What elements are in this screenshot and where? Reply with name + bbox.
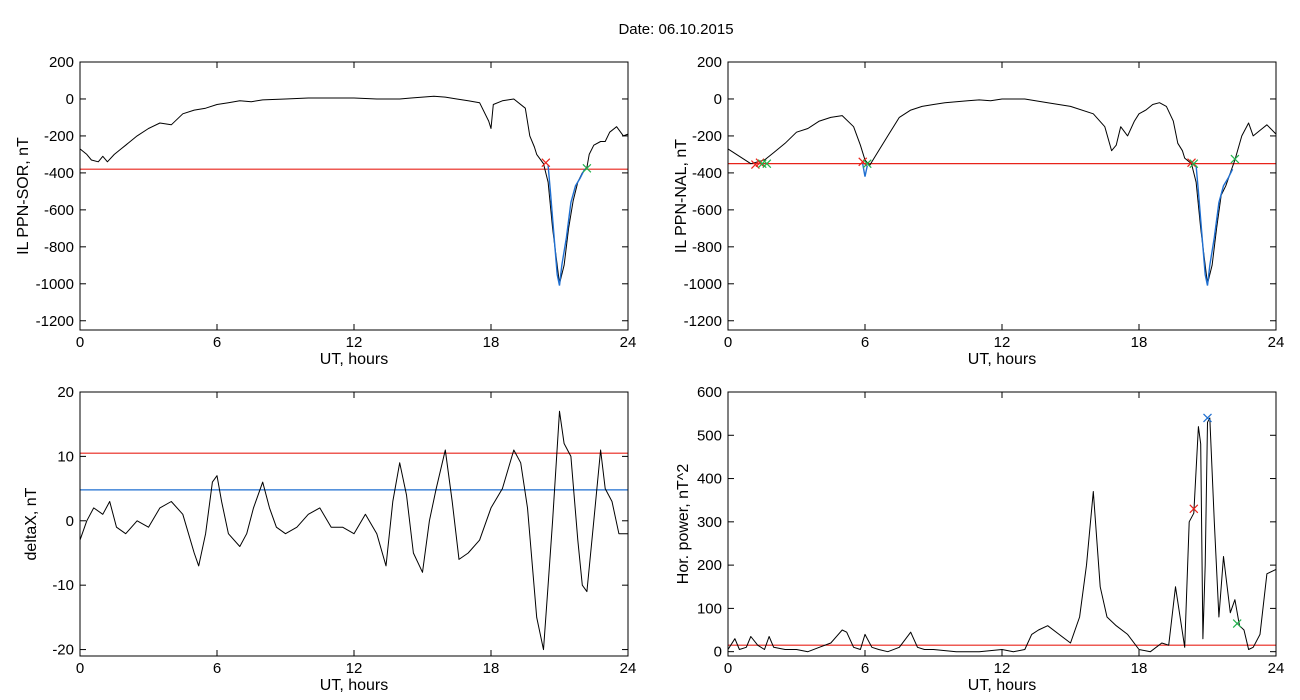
plot-frame [727,61,1277,331]
x-tick-label: 6 [213,334,221,351]
y-axis-title: IL PPN-NAL, nT [673,139,690,253]
y-tick-label: -10 [52,577,74,594]
y-tick-label: 200 [697,557,722,574]
x-tick-label: 6 [861,660,869,677]
plot-frame [79,61,629,331]
x-tick-label: 6 [861,334,869,351]
x-tick-label: 18 [483,334,500,351]
plot-frame [727,391,1277,657]
marker-stroke [1189,159,1199,169]
marker-stroke [862,159,872,169]
marker-x [1187,158,1196,168]
y-tick-label: 0 [66,91,74,108]
x-tick-label: 12 [994,660,1011,677]
x-tick-label: 0 [76,660,84,677]
series-line [727,417,1277,653]
y-tick-label: -800 [692,239,722,256]
x-tick-label: 24 [620,660,637,677]
x-tick-label: 12 [994,334,1011,351]
marker-stroke [750,160,760,170]
y-tick-label: -20 [52,642,74,659]
marker-stroke [541,158,551,168]
y-tick-label: 0 [714,91,722,108]
y-axis-title: Hor. power, nT^2 [675,464,692,585]
y-tick-label: 0 [66,513,74,530]
y-tick-label: -400 [44,165,74,182]
x-tick-label: 12 [346,660,363,677]
marker-x [541,158,551,168]
marker-x [1203,413,1212,423]
y-tick-label: 0 [714,644,722,661]
marker-stroke [1189,504,1199,514]
x-tick-label: 12 [346,334,363,351]
marker-x [582,163,592,173]
marker-stroke [1187,158,1196,168]
x-axis-title: UT, hours [968,351,1036,368]
x-tick-label: 0 [76,334,84,351]
marker-stroke [858,157,868,167]
x-tick-label: 0 [724,660,732,677]
y-axis-title: IL PPN-SOR, nT [15,137,32,255]
x-tick-label: 18 [483,660,500,677]
series-line [1195,165,1234,286]
x-axis-title: UT, hours [320,351,388,368]
plot-panels: 0 6 12 18 242000-200-400-600-800-1000-1200UT… [15,54,1284,694]
marker-x [762,159,772,169]
x-tick-label: 18 [1131,334,1148,351]
marker-x [1232,619,1242,628]
figure-title: Date: 06.10.2015 [618,21,733,38]
y-tick-label: -200 [692,128,722,145]
y-tick-label: -1000 [36,276,74,293]
panel-p4: 0 6 12 18 24 600 500 400 300 200 100 0 UT, hours Hor.… [675,384,1284,694]
y-tick-label: -200 [44,128,74,145]
marker-stroke [762,159,772,169]
panel-p1: 0 6 12 18 24 200 0 -200 -400 -600 -800 -1000 -1200 UT… [15,54,636,368]
y-tick-label: 600 [697,384,722,401]
y-tick-label: -1200 [36,313,74,330]
x-axis-title: UT, hours [320,677,388,694]
y-tick-label: 500 [697,427,722,444]
x-tick-label: 0 [724,334,732,351]
y-tick-label: -400 [692,165,722,182]
marker-x [1189,504,1199,514]
y-tick-label: -800 [44,239,74,256]
y-tick-label: -600 [692,202,722,219]
series-line [79,410,628,651]
y-tick-label: 200 [49,54,74,71]
panel-p3: 0 6 12 18 24 20 10 0 -10 -20 UT, hours deltaX, nT [23,384,636,694]
y-tick-label: 200 [697,54,722,71]
series-line [547,165,586,286]
panel-p2: 0 6 12 18 24 200 0 -200 -400 -600 -800 -1000 -1200 UT… [673,54,1284,368]
y-tick-label: 300 [697,514,722,531]
y-axis-title: deltaX, nT [23,487,40,560]
y-tick-label: -600 [44,202,74,219]
x-tick-label: 6 [213,660,221,677]
marker-stroke [582,163,592,173]
marker-stroke [1230,154,1240,164]
x-tick-label: 24 [1268,334,1285,351]
marker-x [1189,159,1199,169]
marker-x [858,157,868,167]
y-tick-label: -1200 [684,313,722,330]
x-axis-title: UT, hours [968,677,1036,694]
series-line [727,98,1277,285]
x-tick-label: 18 [1131,660,1148,677]
marker-stroke [1203,413,1212,423]
series-line [862,163,868,177]
y-tick-label: 100 [697,600,722,617]
marker-x [1230,154,1240,164]
x-tick-label: 24 [1268,660,1285,677]
marker-stroke [1232,619,1242,628]
y-tick-label: 10 [57,448,74,465]
x-tick-label: 24 [620,334,637,351]
series-line [79,95,629,285]
y-tick-label: 400 [697,471,722,488]
y-tick-label: -1000 [684,276,722,293]
marker-x [862,159,872,169]
y-tick-label: 20 [57,384,74,401]
